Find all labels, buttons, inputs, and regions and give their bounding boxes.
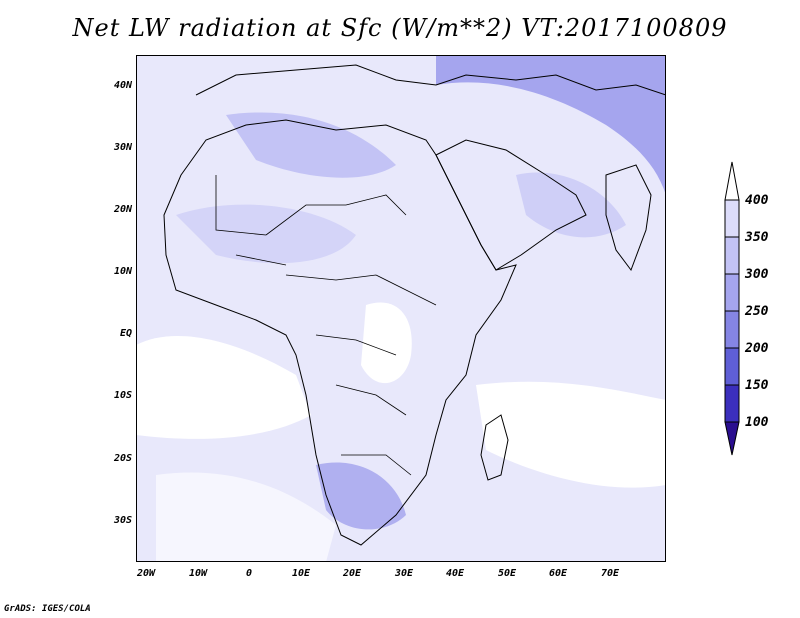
field-patch-atlantic [136,336,311,439]
field-patch-northafrica [226,112,396,178]
field-patch-mideast [436,55,666,195]
lat-label-10s: 10S [113,390,132,401]
lat-label-10n: 10N [113,266,132,277]
colorbar-bottom-arrow [724,421,740,456]
field-patch-sahara [176,204,356,264]
lon-label-10w: 10W [188,568,208,579]
field-patch-south [156,472,336,562]
madagascar-outline [480,414,509,481]
map-border [136,55,666,562]
lat-label-30s: 30S [113,515,132,526]
map-title: Net LW radiation at Sfc (W/m**2) VT:2017… [72,14,728,42]
lat-label-20s: 20S [113,453,132,464]
lon-label-10e: 10E [291,568,311,579]
colorbar-segment-3 [724,273,740,312]
lon-label-0: 0 [245,568,253,579]
colorbar-label-200: 200 [745,341,769,356]
india-outline [605,164,652,272]
lon-label-70e: 70E [600,568,620,579]
colorbar-label-150: 150 [745,378,769,393]
lon-label-20e: 20E [342,568,362,579]
lon-label-50e: 50E [497,568,517,579]
field-patch-arabia [516,172,626,238]
colorbar [724,161,740,456]
africa-outline [163,119,517,546]
colorbar-top-arrow [724,161,740,201]
country-borders [215,175,437,476]
colorbar-label-400: 400 [745,193,769,208]
grads-credit: GrADS: IGES/COLA [4,604,91,614]
lon-label-40e: 40E [445,568,465,579]
lon-label-30e: 30E [394,568,414,579]
colorbar-label-300: 300 [745,267,769,282]
lat-label-20n: 20N [113,204,132,215]
lat-label-eq: EQ [119,328,132,339]
field-patch-indian [476,381,666,488]
lon-label-20w: 20W [136,568,156,579]
europe-outline [195,64,666,96]
colorbar-label-100: 100 [745,415,769,430]
lon-label-60e: 60E [548,568,568,579]
colorbar-segment-4 [724,310,740,349]
colorbar-segment-6 [724,384,740,423]
colorbar-segment-5 [724,347,740,386]
colorbar-label-250: 250 [745,304,769,319]
colorbar-segment-1 [724,199,740,238]
field-patch-southafrica [316,462,406,530]
lat-label-40n: 40N [113,80,132,91]
colorbar-label-350: 350 [745,230,769,245]
arabia-outline [435,139,587,271]
colorbar-segment-2 [724,236,740,275]
field-patch-central [361,302,412,384]
lat-label-30n: 30N [113,142,132,153]
map-frame [136,55,666,562]
